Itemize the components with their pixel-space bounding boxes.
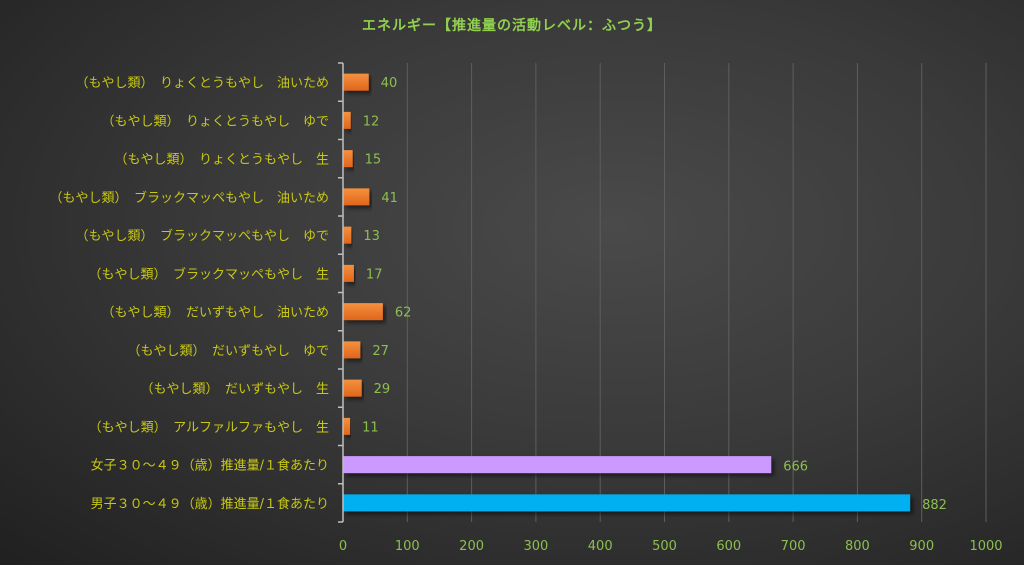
category-label: 女子３０～４９（歳）推進量/１食あたり: [91, 458, 329, 474]
x-tick-label: 1000: [969, 539, 1002, 554]
x-tick-label: 200: [459, 539, 484, 554]
category-label: （もやし類） だいずもやし 生: [140, 382, 329, 397]
bar: [343, 264, 354, 282]
category-label: （もやし類） ブラックマッペもやし 油いため: [49, 190, 329, 206]
bar: [343, 73, 369, 91]
bar: [343, 226, 352, 244]
bar: [343, 341, 361, 359]
bar: [343, 188, 370, 206]
bar: [343, 303, 383, 321]
data-label: 62: [395, 306, 412, 321]
x-tick-label: 0: [339, 539, 347, 554]
data-label: 12: [363, 114, 380, 129]
data-label: 11: [362, 420, 379, 435]
category-label: （もやし類） だいずもやし 油いため: [101, 306, 329, 321]
chart-title: エネルギー【推進量の活動レベル：ふつう】: [362, 17, 662, 34]
data-label: 29: [374, 382, 391, 397]
x-tick-label: 900: [909, 539, 934, 554]
category-label: （もやし類） りょくとうもやし 生: [114, 153, 329, 168]
category-label: （もやし類） ブラックマッペもやし 生: [88, 266, 329, 282]
category-label: （もやし類） だいずもやし ゆで: [127, 344, 329, 359]
x-tick-label: 500: [652, 539, 677, 554]
category-label: （もやし類） ブラックマッペもやし ゆで: [75, 228, 329, 244]
bar: [343, 379, 362, 397]
data-label: 40: [381, 76, 398, 91]
x-tick-label: 300: [523, 539, 548, 554]
data-label: 27: [372, 344, 389, 359]
bar: [343, 150, 353, 168]
data-label: 15: [365, 153, 382, 168]
bar: [343, 456, 772, 474]
category-label: 男子３０～４９（歳）推進量/１食あたり: [91, 496, 329, 512]
x-tick-label: 600: [716, 539, 741, 554]
bar: [343, 111, 351, 129]
category-label: （もやし類） アルファルファもやし 生: [89, 420, 329, 435]
data-label: 17: [366, 267, 383, 282]
data-label: 882: [922, 498, 947, 513]
x-tick-label: 800: [845, 539, 870, 554]
bar: [343, 494, 911, 512]
x-tick-label: 400: [588, 539, 613, 554]
bar: [343, 417, 351, 435]
category-label: （もやし類） りょくとうもやし ゆで: [101, 114, 329, 129]
data-label: 666: [783, 460, 808, 475]
x-tick-label: 100: [395, 539, 420, 554]
x-tick-label: 700: [781, 539, 806, 554]
category-label: （もやし類） りょくとうもやし 油いため: [75, 76, 329, 91]
data-label: 13: [363, 229, 380, 244]
data-label: 41: [381, 191, 398, 206]
